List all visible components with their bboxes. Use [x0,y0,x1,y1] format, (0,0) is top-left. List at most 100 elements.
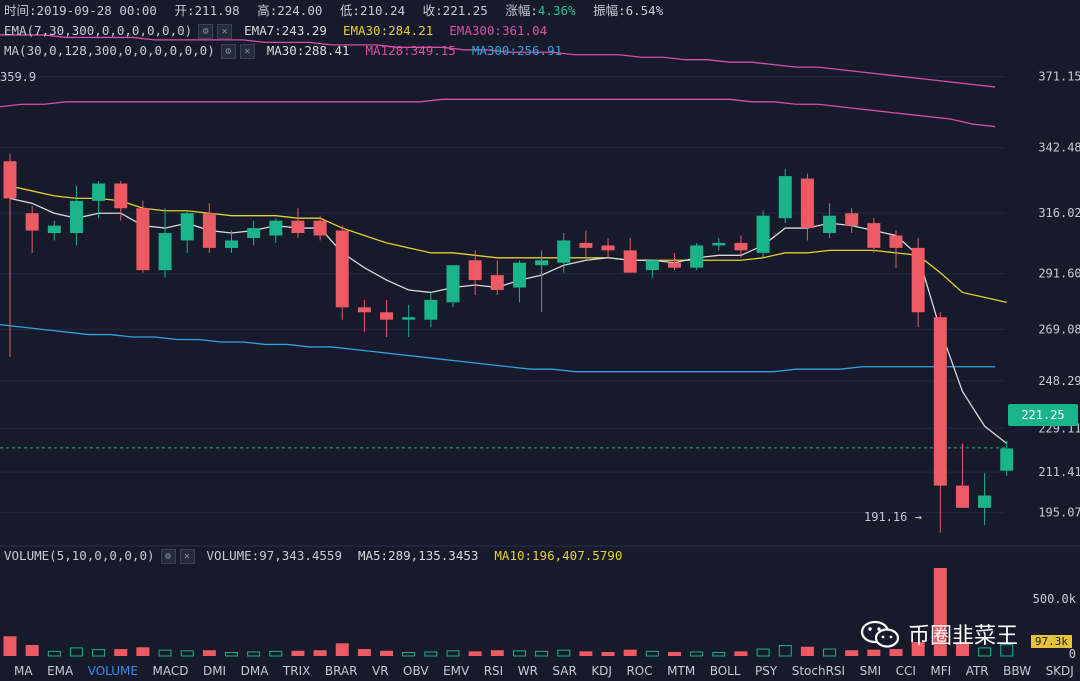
candle-body [158,233,172,271]
open-label: 开: [174,3,195,18]
tab-vr[interactable]: VR [371,663,389,678]
candle-body [933,317,947,486]
volume-bar [845,650,859,656]
tab-ema[interactable]: EMA [47,663,74,678]
tab-bbw[interactable]: BBW [1003,663,1032,678]
price-axis: 371.15342.48316.02291.60269.08248.29229.… [1038,70,1080,520]
candle-body [490,275,504,290]
ma-params[interactable]: MA(30,0,128,300,0,0,0,0,0,0) [4,43,215,58]
candle-body [756,215,770,253]
volume-bar [867,649,881,656]
watermark: 币圈韭菜王 [860,618,1018,650]
volume-bar [490,650,504,656]
volume-bar [712,652,726,657]
ohlc-header: 时间:2019-09-28 00:00 开:211.98 高:224.00 低:… [4,3,673,19]
close-icon[interactable]: ✕ [239,43,255,59]
tab-smi[interactable]: SMI [859,663,882,678]
settings-icon[interactable]: ⚙ [220,43,236,59]
candle-body [446,265,460,303]
tab-emv[interactable]: EMV [443,663,470,678]
ma30-value: MA30:288.41 [266,43,350,58]
candle-body [402,317,416,320]
candle-body [25,213,39,231]
y-tick-label: 195.07 [1038,506,1080,520]
indicator-tabs: MA EMA VOLUME MACD DMI DMA TRIX BRAR VR OBV EMV RSI… [0,660,1080,681]
settings-icon[interactable]: ⚙ [198,23,214,39]
tab-stochrsi[interactable]: StochRSI [791,663,846,678]
tab-dma[interactable]: DMA [240,663,269,678]
tab-wr[interactable]: WR [517,663,538,678]
left-price-label: 359.9 [0,70,37,84]
volume-bar [756,648,770,657]
volume-bar [247,651,261,657]
ema-indicator-row: EMA(7,30,300,0,0,0,0,0,0) ⚙ ✕ EMA7:243.2… [4,23,563,39]
tab-skdj[interactable]: SKDJ [1045,663,1074,678]
volume-bar [180,650,194,657]
volume-bar [357,649,371,656]
candle-body [202,213,216,248]
candle-body [424,299,438,320]
tab-roc[interactable]: ROC [626,663,653,678]
tab-rsi[interactable]: RSI [483,663,504,678]
y-tick-label: 316.02 [1038,206,1080,220]
candle-body [313,220,327,236]
tab-trix[interactable]: TRIX [282,663,311,678]
candle-body [1000,448,1014,471]
tab-dmi[interactable]: DMI [202,663,227,678]
volume-bar [291,650,305,656]
tab-atr[interactable]: ATR [965,663,989,678]
ema-params[interactable]: EMA(7,30,300,0,0,0,0,0,0) [4,23,193,38]
volume-bars [3,568,1014,657]
candle-body [668,262,681,268]
tab-volume[interactable]: VOLUME [87,663,138,678]
tab-obv[interactable]: OBV [403,663,429,678]
tab-psy[interactable]: PSY [755,663,778,678]
tab-sar[interactable]: SAR [552,663,577,678]
ema300-line [0,34,996,88]
candle-body [845,213,859,226]
volume-bar [579,651,593,656]
tab-brar[interactable]: BRAR [324,663,358,678]
candle-body [623,250,637,273]
candle-body [47,225,61,234]
volume-current-tag: 97.3k [1030,635,1072,648]
candle-body [69,200,83,234]
low-label: 低: [339,3,360,18]
candle-body [712,242,726,246]
close-icon[interactable]: ✕ [217,23,233,39]
high-label: 高: [257,3,278,18]
volume-bar [269,650,283,657]
tab-mtm[interactable]: MTM [667,663,696,678]
settings-icon[interactable]: ⚙ [160,548,176,564]
chart-canvas[interactable]: 371.15342.48316.02291.60269.08248.29229.… [0,0,1080,660]
volume-bar [69,647,83,657]
candle-body [823,215,837,234]
candle-body [247,228,261,238]
volume-bar [225,652,238,657]
current-price-tag: 221.25 [1008,404,1078,426]
volume-bar [512,650,526,657]
change-label: 涨幅: [505,3,538,18]
ma128-value: MA128:349.15 [365,43,456,58]
candle-body [557,240,571,263]
low-price-marker: 191.16 → [864,510,922,524]
tab-kdj[interactable]: KDJ [591,663,612,678]
close-value: 221.25 [442,3,488,18]
volume-bar [778,645,792,657]
close-label: 收: [422,3,443,18]
volume-bar [911,642,925,656]
candle-body [911,247,925,313]
close-icon[interactable]: ✕ [179,548,195,564]
volume-indicator-row: VOLUME(5,10,0,0,0,0) ⚙ ✕ VOLUME:97,343.4… [4,548,638,564]
tab-cci[interactable]: CCI [895,663,916,678]
volume-bar [114,649,128,656]
tab-macd[interactable]: MACD [152,663,189,678]
volume-bar [823,648,837,657]
tab-boll[interactable]: BOLL [709,663,741,678]
volume-params[interactable]: VOLUME(5,10,0,0,0,0) [4,548,155,563]
amplitude-value: 6.54% [625,3,664,18]
volume-bar [424,651,438,657]
tab-mfi[interactable]: MFI [930,663,952,678]
tab-ma[interactable]: MA [14,663,33,678]
ema7-line [9,197,1008,444]
